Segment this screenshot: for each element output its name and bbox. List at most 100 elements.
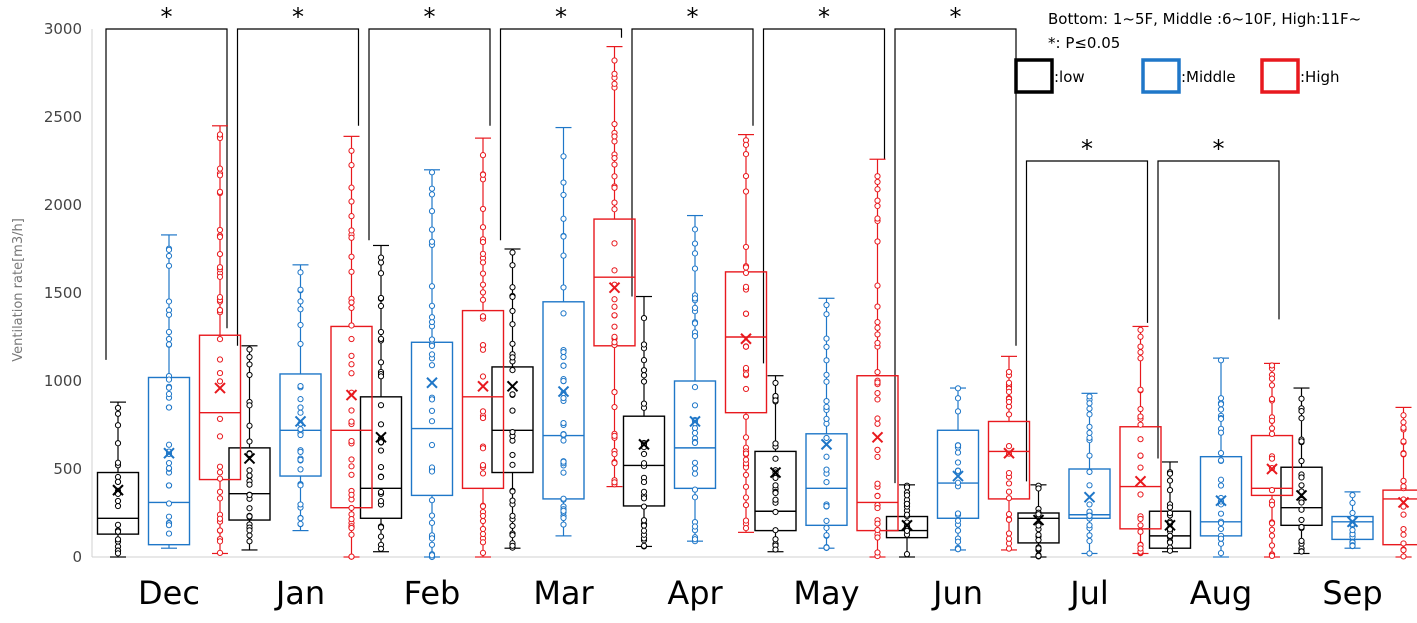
data-point xyxy=(1400,450,1407,457)
data-point xyxy=(348,184,355,191)
data-point xyxy=(428,342,436,350)
data-point xyxy=(509,407,516,414)
box-apr-middle xyxy=(673,214,717,545)
data-point xyxy=(216,188,224,195)
data-point xyxy=(348,553,355,560)
data-point xyxy=(428,191,436,198)
data-point xyxy=(479,171,487,178)
data-point xyxy=(611,161,618,168)
significance-star: * xyxy=(1213,135,1225,163)
data-point xyxy=(1298,506,1305,513)
data-point xyxy=(1005,379,1013,386)
data-point xyxy=(479,530,487,538)
data-point xyxy=(216,463,224,470)
y-tick-label: 2500 xyxy=(44,108,82,126)
data-point xyxy=(216,131,224,138)
data-point xyxy=(742,269,750,276)
data-point xyxy=(560,458,567,465)
data-point xyxy=(509,542,516,549)
data-point xyxy=(428,441,436,449)
box-jul-high xyxy=(1119,325,1162,557)
data-point xyxy=(1086,550,1093,557)
data-point xyxy=(640,488,648,495)
data-point xyxy=(1298,548,1305,555)
data-point xyxy=(377,545,385,552)
data-point xyxy=(1400,438,1407,445)
data-point xyxy=(246,438,253,445)
data-point xyxy=(297,501,304,508)
data-point xyxy=(742,483,750,490)
data-point xyxy=(1400,412,1407,419)
data-point xyxy=(823,524,830,532)
data-point xyxy=(377,533,385,540)
data-point xyxy=(611,138,618,145)
data-point xyxy=(742,450,750,457)
data-point xyxy=(165,341,173,348)
data-point xyxy=(216,469,224,476)
significance-bracket-mar: * xyxy=(499,3,623,241)
data-point xyxy=(479,517,487,525)
data-point xyxy=(691,523,699,530)
data-point xyxy=(114,440,122,447)
box-mar-middle xyxy=(542,126,585,537)
data-point xyxy=(874,520,881,527)
data-point xyxy=(246,450,253,458)
data-point xyxy=(297,340,304,348)
data-point xyxy=(640,357,648,364)
data-point xyxy=(1086,512,1093,519)
data-point xyxy=(742,264,750,271)
mean-marker xyxy=(214,382,226,394)
data-point xyxy=(772,482,779,489)
data-point xyxy=(297,396,304,403)
data-point xyxy=(1298,395,1305,402)
data-point xyxy=(691,402,699,409)
data-point xyxy=(1005,388,1013,395)
data-point xyxy=(114,536,122,543)
data-point xyxy=(509,488,516,495)
data-point xyxy=(479,462,487,469)
data-point xyxy=(165,500,173,507)
month-label-apr: Apr xyxy=(667,574,723,612)
data-point xyxy=(742,151,750,158)
mean-marker xyxy=(769,466,782,479)
data-point xyxy=(1217,535,1225,542)
data-point xyxy=(348,370,355,377)
data-point xyxy=(1400,477,1407,484)
data-point xyxy=(509,262,516,269)
mean-marker xyxy=(740,333,752,345)
data-point xyxy=(509,391,516,398)
mean-marker xyxy=(557,385,570,398)
data-point xyxy=(377,259,385,266)
significance-bracket-feb: * xyxy=(368,3,491,241)
iqr-box xyxy=(279,373,322,477)
data-point xyxy=(246,402,253,409)
data-point xyxy=(640,542,648,549)
data-point xyxy=(874,339,881,347)
data-point xyxy=(246,532,253,539)
data-point xyxy=(216,165,224,172)
box-jun-middle xyxy=(936,385,980,553)
data-point xyxy=(348,438,355,445)
data-point xyxy=(823,544,830,551)
data-point xyxy=(509,497,516,504)
data-point xyxy=(1298,537,1305,545)
data-point xyxy=(165,311,173,318)
mean-marker xyxy=(375,431,387,444)
data-point xyxy=(1005,488,1013,495)
data-point xyxy=(560,431,567,438)
data-point xyxy=(348,516,355,523)
data-point xyxy=(772,546,779,553)
data-point xyxy=(246,361,253,368)
data-point xyxy=(742,517,750,524)
legend-label-middle: :Middle xyxy=(1181,68,1236,86)
data-point xyxy=(165,262,173,269)
data-point xyxy=(954,459,962,466)
data-point xyxy=(479,549,487,556)
data-point xyxy=(297,298,304,305)
data-point xyxy=(509,461,516,468)
data-point xyxy=(1005,545,1013,552)
data-point xyxy=(742,310,750,317)
data-point xyxy=(479,414,487,422)
data-point xyxy=(691,250,699,257)
data-point xyxy=(691,226,699,233)
